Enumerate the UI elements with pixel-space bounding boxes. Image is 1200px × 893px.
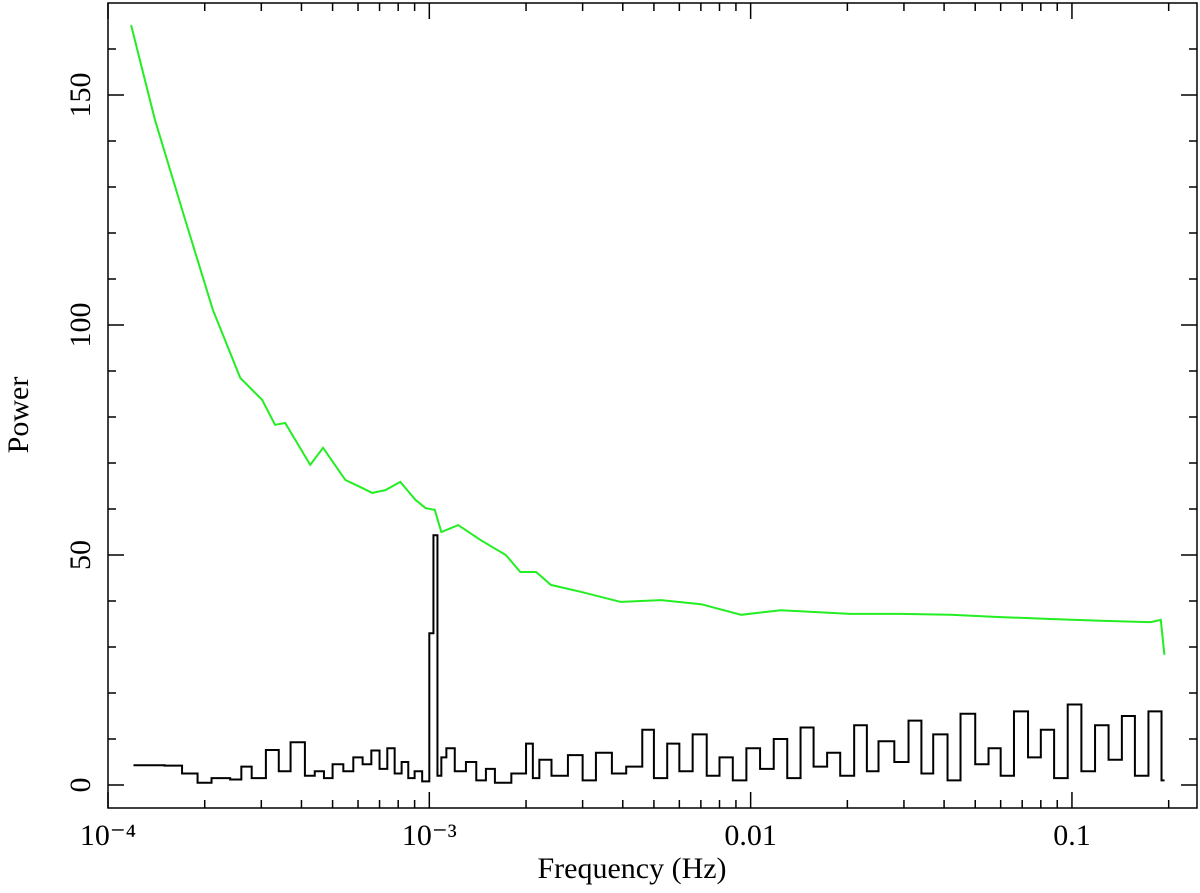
plot-frame bbox=[107, 2, 1198, 809]
y-axis-label: Power bbox=[2, 377, 35, 454]
x-tick-label: 0.1 bbox=[1053, 819, 1091, 852]
x-tick-label: 0.01 bbox=[724, 819, 777, 852]
y-tick-label: 0 bbox=[64, 778, 97, 793]
data-line bbox=[130, 24, 1166, 655]
x-axis-label: Frequency (Hz) bbox=[537, 852, 726, 885]
data-line bbox=[133, 534, 1165, 784]
y-tick-label: 150 bbox=[64, 73, 97, 118]
y-tick-label: 50 bbox=[64, 540, 97, 570]
y-tick-label: 100 bbox=[64, 303, 97, 348]
x-tick-label: 10⁻⁴ bbox=[80, 819, 136, 852]
x-tick-label: 10⁻³ bbox=[402, 819, 457, 852]
